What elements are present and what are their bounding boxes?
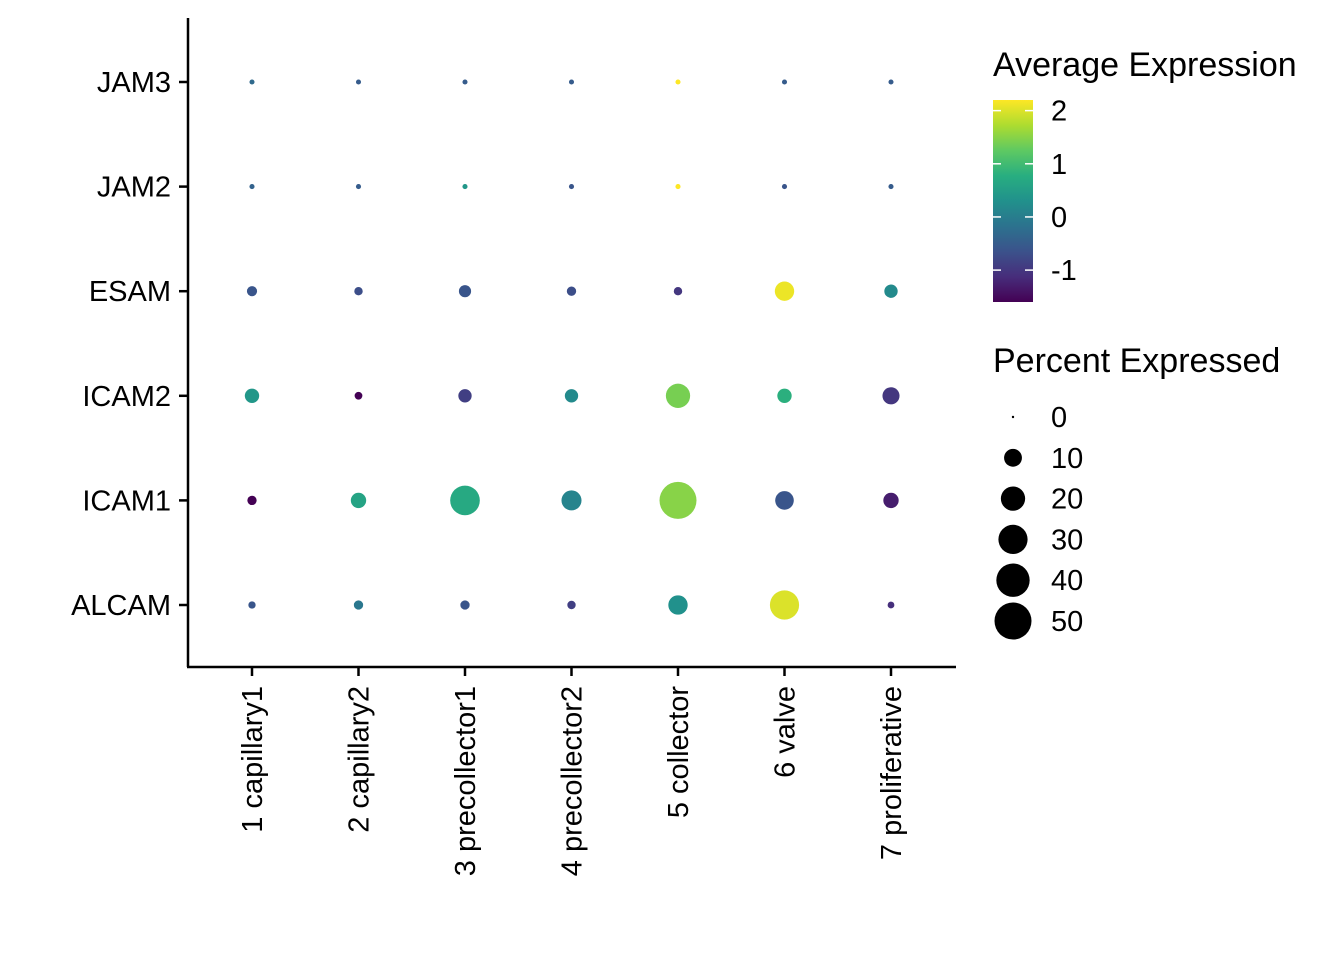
size-legend: Percent Expressed 0 10 20 30 40 50	[993, 342, 1280, 640]
color-legend-label-1: -1	[1051, 255, 1077, 287]
dot-icam1-2-capillary2	[350, 492, 367, 509]
dot-icam1-7-proliferative	[883, 492, 899, 509]
dot-esam-4-precollector2	[566, 286, 577, 296]
dot-icam1-5-collector	[659, 481, 697, 519]
dot-icam2-1-capillary1	[244, 388, 260, 403]
size-legend-dot-0	[1011, 415, 1015, 419]
dot-jam2-1-capillary1	[249, 184, 255, 190]
dot-jam3-1-capillary1	[249, 79, 255, 85]
dot-jam2-7-proliferative	[888, 184, 894, 190]
dot-jam3-7-proliferative	[888, 79, 894, 85]
dot-esam-2-capillary2	[354, 287, 363, 296]
dot-alcam-1-capillary1	[248, 601, 256, 609]
x-tick-label-6-valve: 6 valve	[770, 686, 802, 778]
dot-esam-6-valve	[774, 281, 795, 301]
dot-esam-7-proliferative	[884, 284, 898, 298]
size-legend-label-10: 10	[1051, 443, 1083, 475]
size-legend-dot-20	[1000, 486, 1026, 511]
size-legend-label-30: 30	[1051, 524, 1083, 556]
dot-jam3-2-capillary2	[355, 79, 362, 85]
color-legend-ticks: 2 1 0 -1	[993, 96, 1077, 287]
size-legend-dot-50	[994, 602, 1032, 640]
color-legend: Average Expression 2 1 0 -1	[993, 46, 1297, 302]
dot-jam3-5-collector	[675, 79, 681, 85]
x-tick-label-7-proliferative: 7 proliferative	[876, 686, 908, 860]
dot-esam-3-precollector1	[458, 285, 472, 298]
x-tick-label-2-capillary2: 2 capillary2	[344, 686, 376, 833]
y-tick-label-alcam: ALCAM	[71, 590, 171, 622]
dot-jam2-2-capillary2	[355, 184, 362, 190]
y-ticks: ALCAM ICAM1 ICAM2 ESAM JAM2 JAM3	[71, 67, 188, 622]
y-tick-label-icam2: ICAM2	[82, 381, 171, 413]
y-tick-label-icam1: ICAM1	[82, 485, 171, 517]
dot-icam1-1-capillary1	[247, 495, 257, 506]
dot-jam3-4-precollector2	[568, 79, 575, 85]
dot-alcam-4-precollector2	[567, 600, 576, 610]
dot-alcam-3-precollector1	[460, 600, 470, 610]
y-tick-label-jam2: JAM2	[97, 172, 171, 204]
size-legend-label-20: 20	[1051, 484, 1083, 516]
color-legend-label-0: 0	[1051, 202, 1067, 234]
color-legend-label-1: 1	[1051, 149, 1067, 181]
x-tick-label-4-precollector2: 4 precollector2	[557, 686, 589, 876]
dot-icam2-5-collector	[665, 383, 691, 408]
dot-jam2-3-precollector1	[462, 184, 468, 190]
dot-alcam-7-proliferative	[887, 601, 895, 609]
dot-icam2-6-valve	[777, 388, 792, 403]
x-ticks: 1 capillary1 2 capillary2 3 precollector1 4…	[237, 667, 908, 876]
dot-jam2-4-precollector2	[568, 184, 575, 190]
dot-alcam-6-valve	[769, 590, 800, 620]
dots	[244, 79, 900, 620]
size-legend-label-40: 40	[1051, 565, 1083, 597]
size-legend-dot-10	[1004, 448, 1022, 467]
dot-esam-1-capillary1	[246, 286, 258, 297]
size-legend-title: Percent Expressed	[993, 342, 1280, 380]
dot-icam2-7-proliferative	[882, 387, 900, 405]
dot-jam3-3-precollector1	[462, 79, 468, 85]
dot-icam2-2-capillary2	[354, 391, 363, 400]
size-legend-dot-40	[996, 563, 1030, 597]
y-tick-label-esam: ESAM	[89, 276, 171, 308]
x-tick-label-1-capillary1: 1 capillary1	[237, 686, 269, 833]
color-legend-bar	[993, 100, 1033, 302]
dot-alcam-5-collector	[668, 595, 688, 615]
dot-alcam-2-capillary2	[353, 600, 364, 610]
size-legend-dot-30	[998, 524, 1028, 555]
dot-icam2-4-precollector2	[564, 389, 579, 403]
dot-icam1-3-precollector1	[450, 485, 480, 516]
size-legend-items: 0 10 20 30 40 50	[994, 402, 1083, 640]
dot-jam2-6-valve	[781, 184, 788, 190]
dot-jam3-6-valve	[781, 79, 788, 85]
dot-esam-5-collector	[673, 287, 683, 296]
size-legend-label-0: 0	[1051, 402, 1067, 434]
dot-jam2-5-collector	[675, 184, 681, 190]
color-legend-title: Average Expression	[993, 46, 1297, 84]
color-legend-label-2: 2	[1051, 96, 1067, 128]
dot-icam1-6-valve	[775, 491, 794, 510]
x-tick-label-3-precollector1: 3 precollector1	[450, 686, 482, 876]
axes	[186, 18, 956, 669]
dot-icam1-4-precollector2	[561, 490, 582, 511]
y-tick-label-jam3: JAM3	[97, 67, 171, 99]
dot-icam2-3-precollector1	[458, 389, 472, 403]
size-legend-label-50: 50	[1051, 606, 1083, 638]
x-tick-label-5-collector: 5 collector	[663, 686, 695, 819]
